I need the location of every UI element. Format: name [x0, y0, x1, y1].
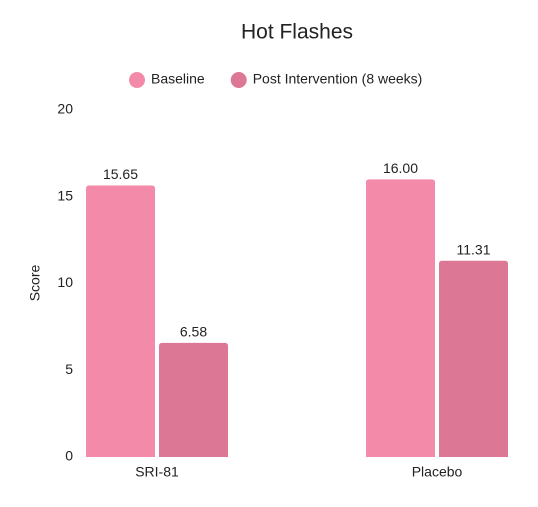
- value-label: 15.65: [103, 166, 138, 182]
- y-tick-label: 20: [57, 101, 73, 117]
- y-tick-label: 15: [57, 187, 73, 203]
- legend-label: Baseline: [151, 71, 205, 87]
- value-label: 6.58: [180, 324, 207, 340]
- bar: [86, 185, 155, 457]
- y-tick-label: 10: [57, 274, 73, 290]
- y-axis-label: Score: [27, 265, 43, 302]
- bar: [159, 342, 228, 457]
- bar: [439, 260, 508, 457]
- y-tick-label: 5: [65, 361, 73, 377]
- legend-label: Post Intervention (8 weeks): [253, 71, 423, 87]
- x-tick-label: Placebo: [412, 464, 463, 480]
- bar: [366, 179, 435, 457]
- legend-marker: [230, 72, 247, 88]
- value-label: 16.00: [383, 160, 418, 176]
- x-tick-label: SRI-81: [135, 464, 179, 480]
- legend-marker: [129, 72, 145, 88]
- value-label: 11.31: [457, 241, 491, 257]
- y-tick-label: 0: [65, 448, 73, 464]
- chart-title: Hot Flashes: [241, 21, 353, 44]
